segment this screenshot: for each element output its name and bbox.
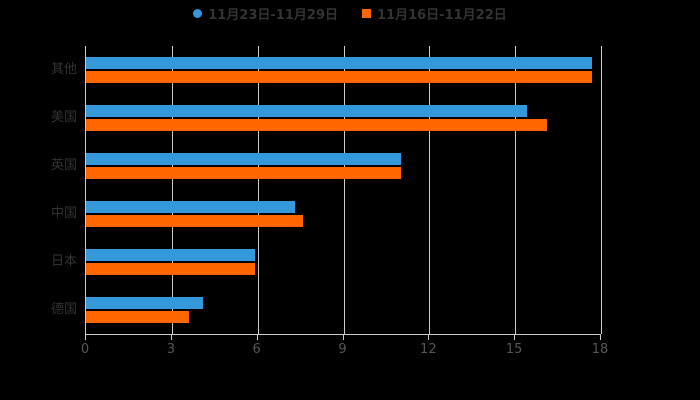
gridline [171,46,173,334]
bar-row [86,286,601,334]
x-tick-mark [342,335,344,340]
gridline [601,46,602,334]
x-tick-mark [600,335,601,340]
bar-s1-c4[interactable] [86,263,255,275]
bar-s0-c0[interactable] [86,57,593,69]
bar-s0-c5[interactable] [86,297,204,309]
legend-item-0[interactable]: 11月23日-11月29日 [193,4,338,23]
bar-row [86,190,601,238]
x-tick-mark [428,335,430,340]
bar-s1-c0[interactable] [86,71,593,83]
x-tick-label: 6 [252,342,261,357]
bar-s1-c5[interactable] [86,311,189,323]
x-tick-mark [85,335,86,340]
bar-s1-c3[interactable] [86,215,304,227]
x-tick-label: 0 [80,342,90,357]
x-tick-label: 12 [420,342,437,357]
x-tick-label: 9 [338,342,347,357]
bar-row [86,142,601,190]
x-tick-label: 15 [505,342,523,357]
bar-row [86,238,601,286]
gridline [429,46,431,334]
bar-s0-c1[interactable] [86,105,527,117]
category-label: 其他 [50,62,77,77]
bar-s0-c4[interactable] [86,249,255,261]
category-label: 日本 [50,254,77,269]
square-marker-icon [362,8,371,18]
gridline [343,46,345,334]
bar-s0-c2[interactable] [86,153,401,165]
legend-item-1[interactable]: 11月16日-11月22日 [362,4,507,23]
bar-row [86,94,601,142]
plot-area [85,46,602,335]
x-tick-mark [256,335,258,340]
bar-s1-c2[interactable] [86,167,401,179]
x-tick-label: 3 [166,342,175,357]
bar-s1-c1[interactable] [86,119,547,131]
gridline [257,46,259,334]
bar-s0-c3[interactable] [86,201,295,213]
bar-row [86,46,601,94]
category-label: 美国 [50,110,77,125]
category-label: 中国 [50,206,77,221]
x-tick-mark [170,335,172,340]
legend-item-label: 11月16日-11月22日 [377,7,507,23]
gridline [515,46,517,334]
legend: 11月23日-11月29日 11月16日-11月22日 [0,4,700,23]
x-tick-label: 18 [591,342,609,357]
legend-item-label: 11月23日-11月29日 [208,7,338,23]
category-label: 德国 [50,302,77,317]
x-tick-mark [514,335,516,340]
category-label: 英国 [50,158,77,173]
circle-marker-icon [193,8,203,18]
